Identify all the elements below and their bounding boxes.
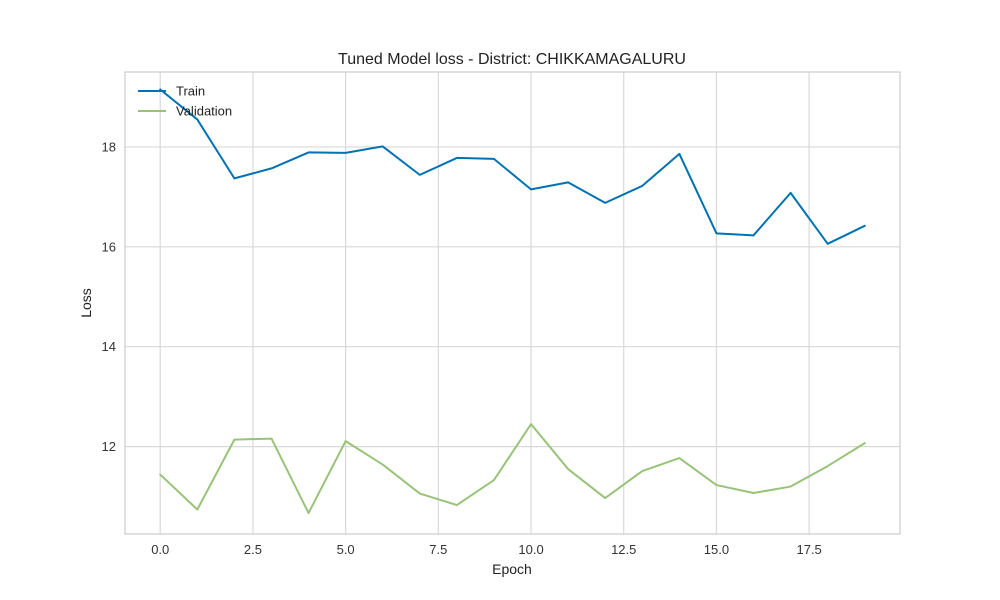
series-layer bbox=[159, 88, 866, 515]
legend: Train Validation bbox=[138, 84, 232, 119]
x-tick-label: 12.5 bbox=[611, 542, 636, 557]
plot-frame bbox=[124, 71, 901, 535]
series-line-validation bbox=[159, 423, 866, 515]
y-tick-label: 18 bbox=[102, 139, 116, 154]
legend-label-train: Train bbox=[176, 84, 205, 99]
x-tick-label: 0.0 bbox=[151, 542, 169, 557]
x-tick-label: 7.5 bbox=[429, 542, 447, 557]
y-tick-labels: 12 14 16 18 bbox=[102, 139, 116, 454]
series-line-train bbox=[159, 88, 866, 245]
grid bbox=[125, 72, 900, 534]
x-tick-label: 17.5 bbox=[796, 542, 821, 557]
x-tick-labels: 0.0 2.5 5.0 7.5 10.0 12.5 15.0 17.5 bbox=[151, 542, 822, 557]
x-tick-label: 10.0 bbox=[518, 542, 543, 557]
x-axis-label: Epoch bbox=[492, 561, 532, 577]
y-axis-label: Loss bbox=[78, 288, 94, 318]
x-tick-label: 5.0 bbox=[337, 542, 355, 557]
legend-label-validation: Validation bbox=[176, 104, 232, 119]
y-tick-label: 16 bbox=[102, 239, 116, 254]
y-tick-label: 14 bbox=[102, 339, 116, 354]
x-tick-label: 15.0 bbox=[704, 542, 729, 557]
y-tick-label: 12 bbox=[102, 439, 116, 454]
chart-title: Tuned Model loss - District: CHIKKAMAGAL… bbox=[338, 51, 686, 68]
x-tick-label: 2.5 bbox=[244, 542, 262, 557]
